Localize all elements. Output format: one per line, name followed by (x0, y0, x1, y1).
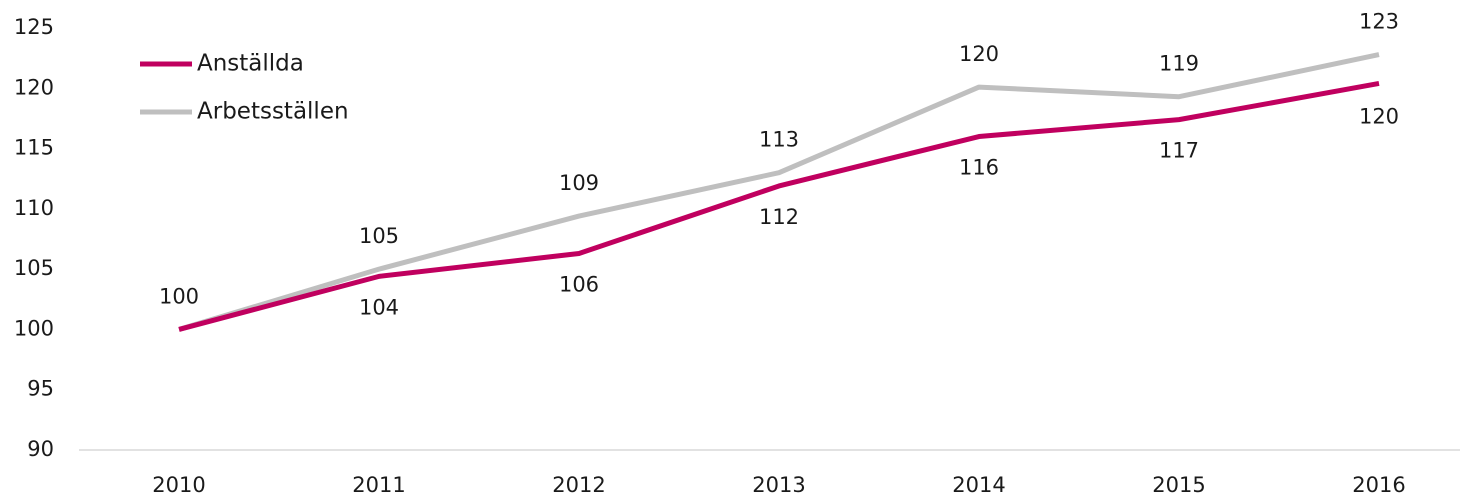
x-tick-label: 2012 (552, 473, 605, 494)
x-tick-label: 2013 (752, 473, 805, 494)
data-label: 109 (559, 171, 599, 195)
y-tick-label: 100 (14, 316, 54, 340)
x-tick-label: 2011 (352, 473, 405, 494)
y-tick-label: 105 (14, 256, 54, 280)
y-tick-label: 90 (27, 437, 54, 461)
data-label: 120 (1359, 104, 1399, 128)
series-line (178, 52, 1380, 332)
data-label: 116 (959, 156, 999, 180)
x-tick-label: 2014 (952, 473, 1005, 494)
data-label: 105 (359, 224, 399, 248)
data-label: 112 (759, 205, 799, 229)
data-label: 100 (159, 284, 199, 308)
data-label: 113 (759, 128, 799, 152)
data-label: 106 (559, 272, 599, 296)
data-label: 120 (959, 42, 999, 66)
legend-label: Anställda (197, 51, 304, 77)
y-tick-label: 125 (14, 15, 54, 39)
data-label: 104 (359, 295, 399, 319)
x-tick-label: 2015 (1152, 473, 1205, 494)
legend-label: Arbetsställen (197, 99, 349, 125)
y-tick-label: 110 (14, 196, 54, 220)
y-tick-label: 115 (14, 136, 54, 160)
y-tick-label: 120 (14, 75, 54, 99)
y-tick-label: 95 (27, 377, 54, 401)
data-label: 117 (1159, 139, 1199, 163)
x-tick-label: 2016 (1352, 473, 1405, 494)
data-label: 119 (1159, 52, 1199, 76)
series-line (178, 81, 1380, 332)
x-tick-label: 2010 (152, 473, 205, 494)
data-label: 123 (1359, 10, 1399, 34)
